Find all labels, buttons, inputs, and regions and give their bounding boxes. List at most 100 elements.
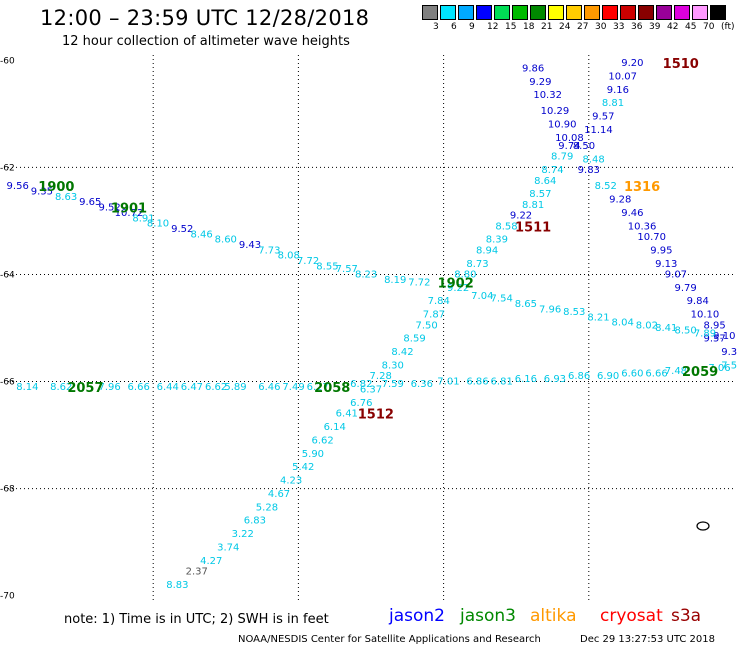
wave-height-value: 8.60: [215, 235, 237, 246]
legend-jason2: jason2: [389, 606, 445, 626]
wave-height-value: 10.32: [533, 90, 562, 101]
track-time-label: 1901: [111, 202, 147, 217]
map-subtitle: 12 hour collection of altimeter wave hei…: [62, 34, 350, 49]
wave-height-value: 8.10: [147, 219, 169, 230]
wave-height-value: 9.83: [578, 165, 600, 176]
wave-height-value: 8.79: [551, 152, 573, 163]
legend-swatch: [710, 5, 726, 20]
wave-height-value: 10.36: [628, 221, 657, 232]
legend-swatch: [548, 5, 564, 20]
lat-tick-label: -66: [0, 378, 15, 388]
wave-height-value: 7.06: [708, 363, 730, 374]
wave-height-value: 8.63: [55, 192, 77, 203]
wave-height-value: 6.82: [350, 379, 372, 390]
legend-swatch: [422, 5, 438, 20]
wave-height-value: 7.72: [408, 278, 430, 289]
legend-swatch: [674, 5, 690, 20]
legend-swatch-label: (ft): [721, 22, 735, 32]
wave-height-value: 9.57: [592, 112, 614, 123]
legend-swatch: [476, 5, 492, 20]
lat-lon-grid: [8, 55, 734, 600]
wave-height-value: 4.67: [268, 489, 290, 500]
map-title: 12:00 – 23:59 UTC 12/28/2018: [40, 6, 370, 30]
wave-height-value: 9.07: [665, 269, 687, 280]
legend-swatch-label: 42: [667, 22, 679, 32]
wave-height-value: 6.41: [336, 409, 358, 420]
wave-height-value: 6.93: [544, 374, 566, 385]
wave-height-value: 9.86: [522, 63, 544, 74]
wave-height-value: 6.14: [324, 422, 346, 433]
wave-height-value: 3.22: [232, 529, 254, 540]
track-time-label: 1900: [38, 180, 74, 195]
wave-height-value: 9.56: [7, 181, 29, 192]
wave-height-value: 9.46: [621, 208, 643, 219]
track-time-label: 2058: [314, 381, 350, 396]
wave-height-value: 6.46: [258, 382, 280, 393]
wave-height-value: 8.94: [476, 245, 498, 256]
wave-height-value: 7.04: [471, 291, 493, 302]
track-time-labels: 1510 1900 1901 1316 1511 1902 2057 2058 1512 2059: [38, 57, 718, 423]
legend-s3a: s3a: [671, 606, 702, 626]
legend-swatch-label: 3: [433, 22, 439, 32]
wave-height-value: 6.36: [411, 379, 433, 390]
wave-height-value: 9.3: [721, 347, 737, 358]
wave-height-value: 10.90: [548, 120, 577, 131]
wave-height-value: 7.73: [258, 245, 280, 256]
wave-height-value: 8.83: [166, 580, 188, 591]
legend-swatch-label: 33: [613, 22, 625, 32]
wave-height-value: 8.80: [454, 269, 476, 280]
wave-height-value: 7.89: [694, 328, 716, 339]
track-time-label: 1902: [438, 277, 474, 292]
wave-height-value: 8.81: [602, 98, 624, 109]
wave-height-value: 8.52: [595, 181, 617, 192]
wave-height-value: 9.16: [607, 85, 629, 96]
wave-height-value: 9.22: [447, 283, 469, 294]
legend-altika: altika: [530, 606, 577, 626]
wave-height-value: 10.29: [541, 106, 570, 117]
wave-height-value: 8.02: [636, 320, 658, 331]
lat-tick-label: -68: [0, 485, 15, 495]
wave-height-value: 5.42: [292, 462, 314, 473]
legend-swatch: [584, 5, 600, 20]
legend-swatch-label: 9: [469, 22, 475, 32]
wave-height-value: 10.10: [691, 310, 720, 321]
wave-height-value: 9.95: [650, 245, 672, 256]
track-time-label: 1316: [624, 180, 660, 195]
legend-cryosat: cryosat: [600, 606, 663, 626]
wave-height-value: 6.86: [568, 371, 590, 382]
wave-height-value: 7.49: [282, 382, 304, 393]
legend-swatch-label: 18: [523, 22, 535, 32]
legend-swatch-label: 45: [685, 22, 697, 32]
wave-height-value: 6.16: [515, 374, 537, 385]
wave-height-value: 8.58: [495, 221, 517, 232]
legend-swatch: [620, 5, 636, 20]
legend-jason3: jason3: [460, 606, 516, 626]
wave-height-value: 8.14: [16, 382, 38, 393]
wave-height-value: 9.52: [99, 203, 121, 214]
wave-height-value: 7.01: [437, 377, 459, 388]
wave-height-value: 8.21: [587, 312, 609, 323]
wave-height-value: 6.86: [466, 377, 488, 388]
wave-height-value: 7.28: [370, 371, 392, 382]
wave-height-value: 4.23: [280, 476, 302, 487]
wave-height-value: 8.95: [704, 320, 726, 331]
track-time-label: 2059: [682, 365, 718, 380]
wave-height-value: 9.13: [655, 259, 677, 270]
legend-swatch: [566, 5, 582, 20]
wave-height-value: 10.08: [555, 133, 584, 144]
wave-height-value: 8.81: [522, 200, 544, 211]
wave-height-value: 7.54: [491, 294, 513, 305]
wave-height-value: 7.96: [539, 304, 561, 315]
wave-height-value: 9.79: [674, 283, 696, 294]
legend-swatch: [494, 5, 510, 20]
wave-height-value: 4.27: [200, 556, 222, 567]
wave-height-value: 8.73: [466, 259, 488, 270]
wave-height-value: 8.30: [382, 360, 404, 371]
wave-height-value: 10.72: [115, 208, 144, 219]
footer-note: note: 1) Time is in UTC; 2) SWH is in fe…: [64, 612, 329, 627]
wave-height-value: 8.41: [655, 323, 677, 334]
wave-height-value: 8.50: [674, 326, 696, 337]
legend-swatch: [602, 5, 618, 20]
wave-height-value: 6.62: [311, 435, 333, 446]
wave-height-value: 5.89: [224, 382, 246, 393]
